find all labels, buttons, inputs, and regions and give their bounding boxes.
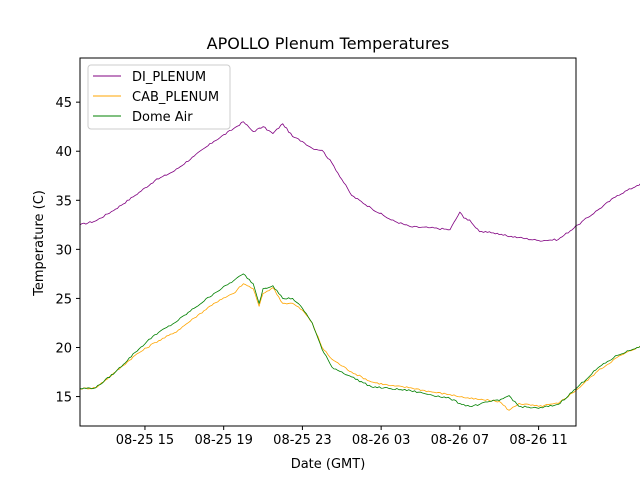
y-tick-label: 15 — [55, 391, 72, 406]
y-tick-label: 20 — [55, 341, 72, 356]
x-tick-label: 08-26 07 — [431, 433, 489, 448]
x-axis-label: Date (GMT) — [291, 457, 366, 472]
series-line-dome-air — [79, 273, 640, 409]
ticks-layer: 08-25 15 08-25 19 08-25 23 08-26 03 08-26 07… — [55, 96, 567, 448]
plot-area — [79, 57, 577, 427]
legend-box — [87, 64, 231, 130]
legend-entry: Dome Air — [132, 110, 193, 125]
legend-entry: CAB_PLENUM — [132, 90, 219, 105]
y-axis-label: Temperature (C) — [32, 190, 47, 297]
x-tick-label: 08-25 23 — [273, 433, 331, 448]
y-tick-label: 45 — [55, 96, 72, 111]
y-tick-label: 25 — [55, 292, 72, 307]
y-tick-label: 35 — [55, 194, 72, 209]
legend: DI_PLENUM CAB_PLENUM Dome Air — [87, 64, 231, 130]
x-tick-label: 08-26 03 — [352, 433, 410, 448]
x-tick-label: 08-25 19 — [194, 433, 252, 448]
y-tick-label: 30 — [55, 243, 72, 258]
x-tick-label: 08-25 15 — [116, 433, 174, 448]
chart-title: APOLLO Plenum Temperatures — [207, 34, 450, 53]
series-line-di-plenum — [79, 121, 640, 242]
series-layer — [79, 121, 640, 411]
legend-entry: DI_PLENUM — [132, 70, 206, 85]
y-tick-label: 40 — [55, 145, 72, 160]
series-line-cab-plenum — [79, 283, 640, 411]
x-tick-label: 08-26 11 — [509, 433, 567, 448]
